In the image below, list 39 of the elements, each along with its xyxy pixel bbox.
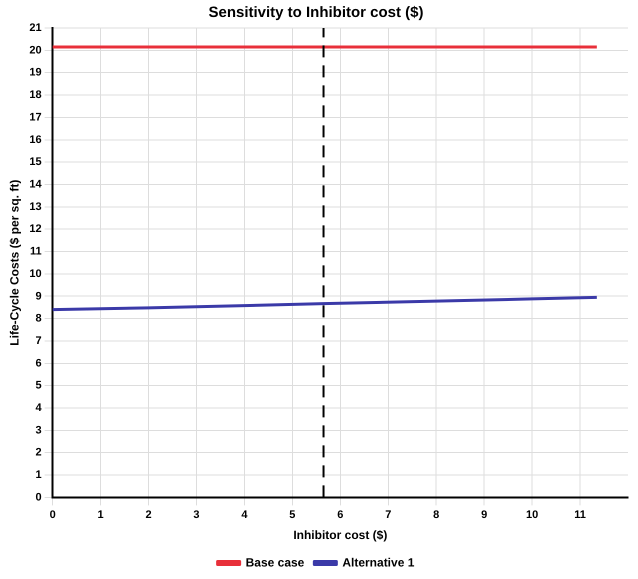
y-tick-label: 15 xyxy=(29,156,42,168)
y-tick-label: 17 xyxy=(29,111,42,124)
y-tick-label: 13 xyxy=(29,200,42,213)
y-tick-label: 4 xyxy=(36,402,43,414)
y-tick-label: 21 xyxy=(29,22,42,34)
y-tick-label: 20 xyxy=(29,44,42,56)
x-axis-title: Inhibitor cost ($) xyxy=(293,528,388,542)
x-tick-label: 7 xyxy=(385,509,392,522)
y-tick-label: 19 xyxy=(29,66,42,79)
x-tick-label: 3 xyxy=(193,509,200,522)
chart-title: Sensitivity to Inhibitor cost ($) xyxy=(208,4,424,22)
y-tick-label: 16 xyxy=(29,134,42,146)
x-tick-label: 2 xyxy=(145,509,152,522)
y-tick-label: 2 xyxy=(36,446,42,459)
x-tick-label: 10 xyxy=(526,509,538,522)
x-tick-label: 1 xyxy=(98,509,104,522)
y-tick-label: 8 xyxy=(36,312,42,325)
y-tick-label: 14 xyxy=(29,178,43,190)
x-tick-label: 8 xyxy=(433,509,440,522)
x-tick-label: 9 xyxy=(481,509,488,522)
y-tick-label: 10 xyxy=(29,268,42,280)
y-tick-label: 6 xyxy=(36,357,42,370)
y-tick-label: 11 xyxy=(30,246,42,258)
y-tick-label: 1 xyxy=(36,469,42,482)
y-tick-label: 12 xyxy=(29,223,42,236)
y-axis-title: Life-Cycle Costs ($ per sq. ft) xyxy=(8,180,22,346)
x-tick-label: 5 xyxy=(289,509,296,522)
y-tick-label: 5 xyxy=(36,380,42,392)
x-tick-label: 4 xyxy=(241,509,248,522)
legend-label: Alternative 1 xyxy=(342,555,415,570)
y-tick-label: 7 xyxy=(36,334,42,347)
x-tick-label: 0 xyxy=(50,509,56,522)
legend-label: Base case xyxy=(246,555,305,570)
x-tick-label: 11 xyxy=(574,509,586,522)
y-tick-label: 3 xyxy=(36,424,42,436)
y-tick-label: 9 xyxy=(36,290,42,302)
y-tick-label: 18 xyxy=(29,89,42,102)
y-tick-label: 0 xyxy=(36,491,42,504)
x-tick-label: 6 xyxy=(337,509,344,522)
